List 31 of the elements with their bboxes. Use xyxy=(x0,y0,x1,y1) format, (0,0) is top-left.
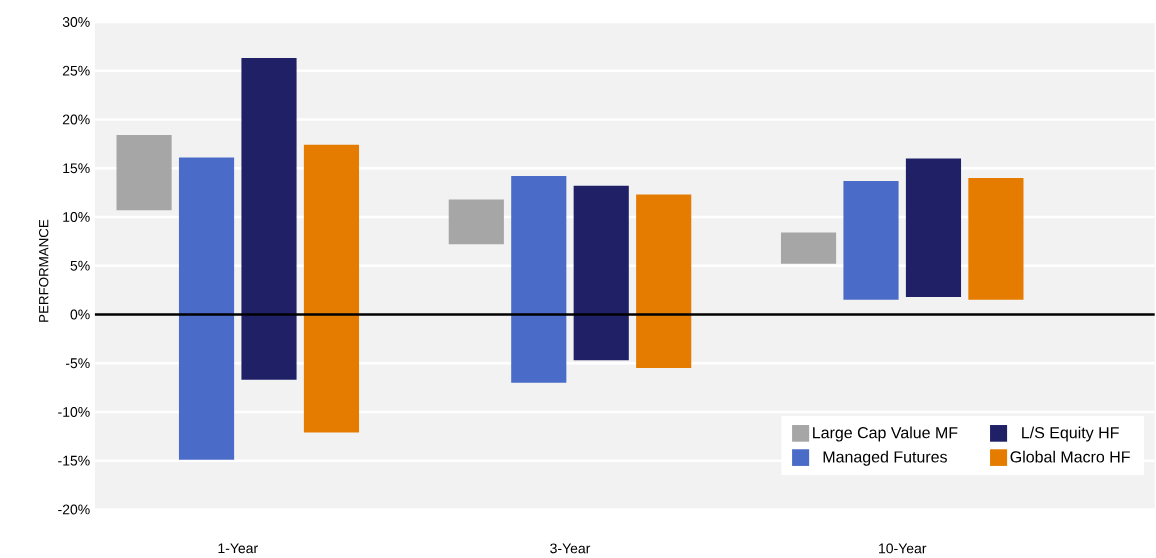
y-tick-label: 30% xyxy=(62,17,90,28)
y-tick-label: 15% xyxy=(63,163,90,174)
bar xyxy=(573,185,629,361)
bar xyxy=(968,178,1024,300)
bar xyxy=(303,144,360,433)
x-tick-label: 1-Year xyxy=(218,543,258,554)
y-tick-label: 5% xyxy=(70,260,90,271)
y-axis-title: PERFORMANCE xyxy=(38,219,49,322)
legend-label: Managed Futures xyxy=(823,450,947,466)
bar xyxy=(448,199,504,245)
y-tick-label: -5% xyxy=(65,358,90,369)
x-tick-label: 10-Year xyxy=(879,543,927,554)
y-tick-label: 25% xyxy=(62,65,90,76)
y-tick-label: 10% xyxy=(63,212,90,223)
bar xyxy=(636,194,692,369)
y-tick-label: 20% xyxy=(62,114,90,125)
bar xyxy=(241,58,297,380)
bar xyxy=(780,232,837,264)
y-tick-label: -15% xyxy=(58,455,90,466)
legend-label: Global Macro HF xyxy=(1010,450,1130,463)
legend-label: L/S Equity HF xyxy=(1022,426,1119,442)
bar xyxy=(843,181,899,300)
legend-label: Large Cap Value MF xyxy=(813,426,958,442)
bar xyxy=(905,158,962,298)
bar xyxy=(511,176,567,383)
x-tick-label: 3-Year xyxy=(550,543,591,554)
bar xyxy=(178,157,235,460)
y-tick-label: -20% xyxy=(58,504,90,515)
y-tick-label: -10% xyxy=(58,407,90,418)
bar xyxy=(116,135,172,211)
y-tick-label: 0% xyxy=(70,309,90,320)
